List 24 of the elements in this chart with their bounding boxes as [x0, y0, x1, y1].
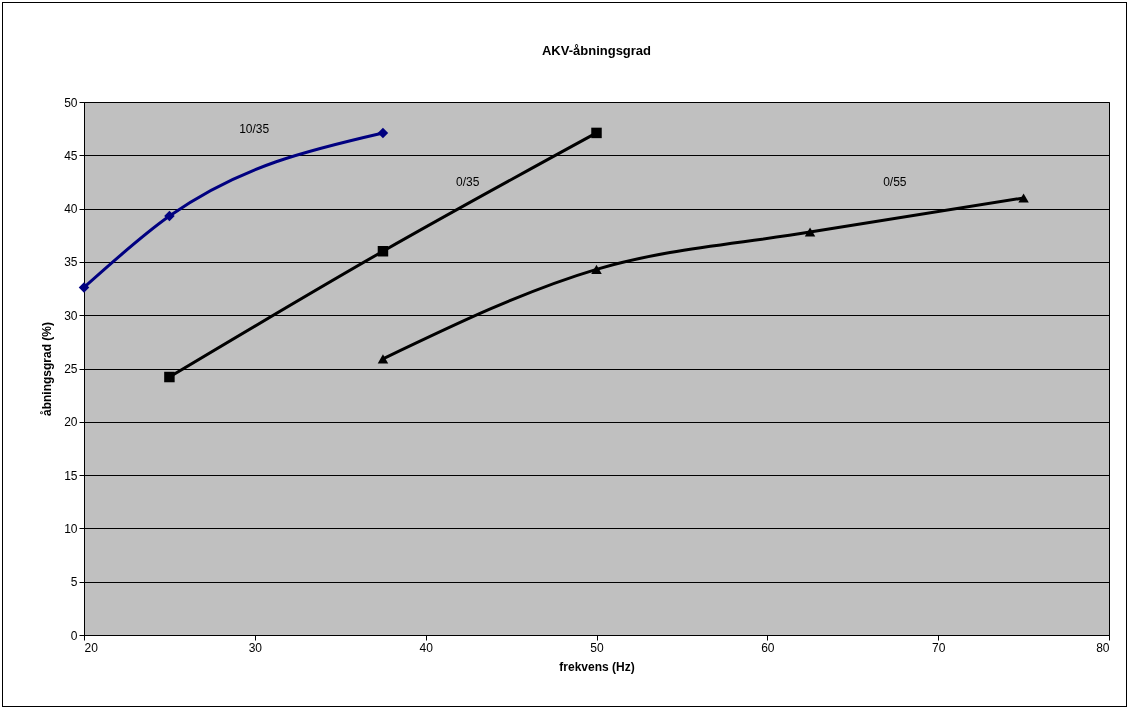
- y-tick-label: 10: [64, 521, 78, 536]
- y-axis-title: åbningsgrad (%): [40, 321, 55, 417]
- y-tick-label: 15: [64, 468, 78, 483]
- x-tick-label: 20: [84, 640, 99, 655]
- y-tick-label: 5: [70, 575, 78, 590]
- y-tick-label: 30: [64, 308, 78, 323]
- x-tick-label: 80: [1096, 640, 1110, 655]
- y-tick-label: 50: [64, 95, 78, 110]
- x-tick-label: 30: [248, 640, 263, 655]
- series-label: 0/35: [456, 174, 480, 189]
- x-tick-label: 60: [761, 640, 775, 655]
- text: 0/55: [883, 174, 907, 189]
- x-tick-label: 40: [419, 640, 434, 655]
- x-tick-label: 50: [590, 640, 604, 655]
- y-tick-label: 45: [64, 148, 78, 163]
- y-tick-label: 40: [64, 202, 78, 217]
- y-tick-label: 25: [64, 362, 78, 376]
- y-tick-label: 20: [64, 415, 78, 430]
- y-tick-label: 35: [64, 255, 78, 270]
- y-tick-label: 0: [70, 628, 78, 643]
- chart-title: AKV-åbningsgrad: [541, 43, 652, 58]
- text: 10/35: [239, 121, 270, 136]
- x-axis-title: frekvens (Hz): [559, 659, 635, 674]
- x-tick-label: 70: [931, 640, 946, 655]
